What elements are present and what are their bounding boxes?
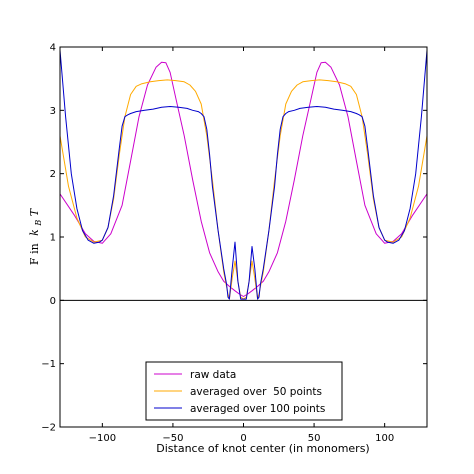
y-tick-label: 3 [50,106,56,117]
legend-label-1: raw data [190,369,236,381]
plot-lines [60,50,427,300]
y-axis-label-subscript: B [34,220,43,227]
x-tick-label: 50 [308,433,321,444]
series-line-3 [60,50,427,300]
x-tick-label: −100 [89,433,116,444]
y-axis-label-tail: T [28,207,41,216]
y-axis-label-text: F in [28,243,41,265]
y-axis-label: F in k B T [28,207,44,265]
x-axis-label: Distance of knot center (in monomers) [156,442,369,455]
legend-label-3: averaged over 100 points [190,403,325,415]
y-tick-label: 4 [50,43,56,54]
legend: raw data averaged over 50 points averaged … [145,361,343,421]
series-line-2 [60,79,427,300]
x-tick-label: 0 [240,433,246,444]
axis-ticks: −100 −50 0 50 100 −2 −1 0 1 2 3 4 [41,43,427,444]
legend-label-2: averaged over 50 points [190,386,322,398]
y-tick-label: −2 [41,423,56,434]
x-tick-label: 100 [375,433,394,444]
y-axis-label-math: k [28,229,41,236]
series-line-1 [60,61,427,297]
y-tick-label: 1 [50,233,56,244]
y-tick-label: −1 [41,359,56,370]
y-tick-label: 2 [50,169,56,180]
y-tick-label: 0 [50,296,56,307]
x-tick-label: −50 [162,433,183,444]
